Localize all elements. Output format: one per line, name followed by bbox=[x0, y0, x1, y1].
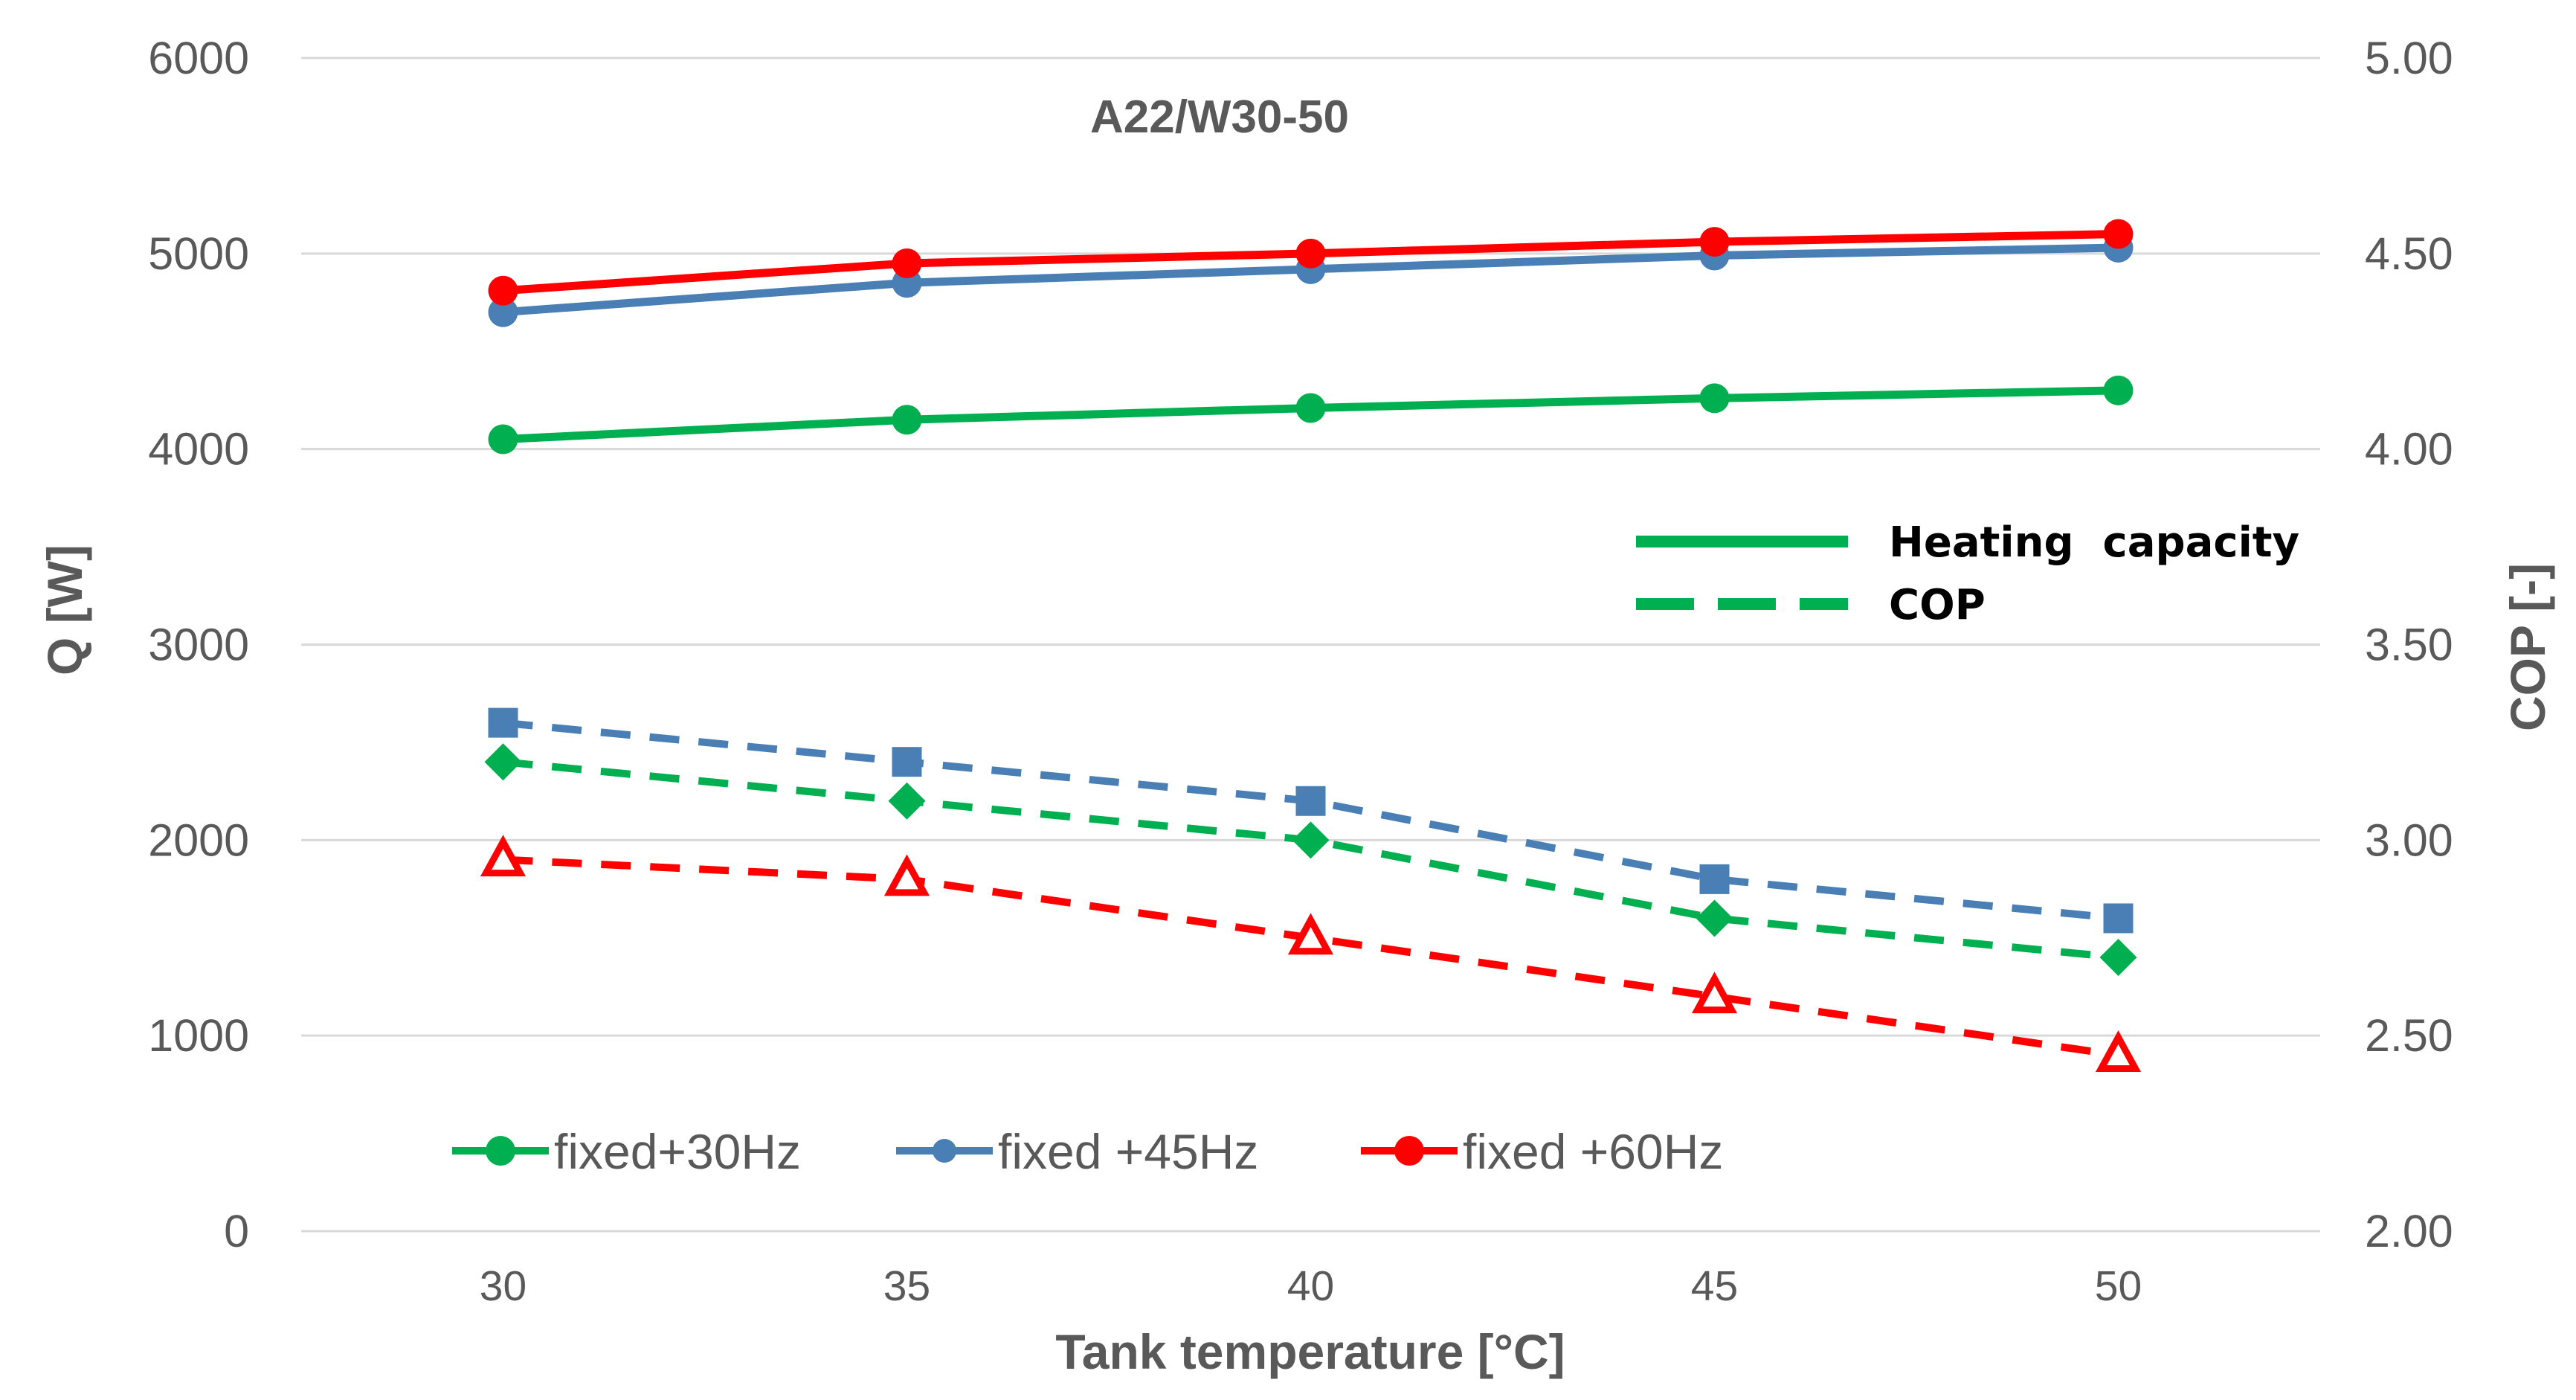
y-tick-label: 5000 bbox=[148, 228, 249, 279]
fixed-45hz-cop-point bbox=[488, 707, 518, 738]
fixed-60hz-cop-point bbox=[1691, 972, 1738, 1014]
y2-tick-label: 2.50 bbox=[2365, 1010, 2453, 1061]
y-axis-title: Q [W] bbox=[37, 545, 92, 675]
x-axis-title: Tank temperature [°C] bbox=[1055, 1324, 1565, 1379]
fixed-30hz-heating-capacity-point bbox=[1295, 393, 1326, 423]
fixed-45hz-cop-point bbox=[1699, 864, 1730, 894]
fixed-30hz-cop-point bbox=[888, 782, 926, 820]
x-tick-label: 45 bbox=[1691, 1262, 1738, 1310]
fixed-60hz-heating-capacity-point bbox=[488, 275, 518, 306]
y2-tick-label: 3.00 bbox=[2365, 815, 2453, 865]
fixed-60hz-cop-line bbox=[503, 855, 2119, 1059]
legend-45hz-marker bbox=[933, 1139, 956, 1163]
y2-axis-title: COP [-] bbox=[2500, 563, 2555, 731]
y2-tick-label: 3.50 bbox=[2365, 620, 2453, 670]
y-tick-label: 4000 bbox=[148, 424, 249, 475]
fixed-45hz-cop-point bbox=[892, 747, 922, 777]
y2-tick-label: 5.00 bbox=[2365, 33, 2453, 83]
fixed-30hz-heating-capacity-series bbox=[488, 375, 2134, 455]
fixed-60hz-heating-capacity-point bbox=[1699, 227, 1730, 257]
fixed-30hz-heating-capacity-point bbox=[1699, 383, 1730, 414]
fixed-45hz-cop-series bbox=[488, 707, 2134, 934]
fixed-60hz-cop-point bbox=[480, 835, 527, 877]
x-axis-ticks: 30 35 40 45 50 bbox=[480, 1262, 2142, 1310]
series-layer bbox=[480, 219, 2142, 1072]
fixed-45hz-cop-point bbox=[2103, 903, 2134, 934]
fixed-60hz-heating-capacity-point bbox=[1295, 238, 1326, 269]
fixed-30hz-cop-point bbox=[484, 743, 522, 781]
fixed-30hz-cop-point bbox=[1292, 821, 1330, 859]
fixed-60hz-cop-series bbox=[480, 835, 2142, 1072]
legend-45hz-label: fixed +45Hz bbox=[998, 1124, 1258, 1179]
fixed-60hz-cop-point bbox=[2095, 1030, 2142, 1072]
fixed-60hz-heating-capacity-point bbox=[892, 248, 922, 278]
fixed-30hz-heating-capacity-point bbox=[2103, 375, 2134, 405]
legend-heating-capacity-label: Heating capacity bbox=[1889, 518, 2299, 567]
x-tick-label: 40 bbox=[1287, 1262, 1334, 1310]
y2-tick-label: 2.00 bbox=[2365, 1206, 2453, 1256]
fixed-45hz-cop-point bbox=[1295, 786, 1326, 816]
fixed-30hz-cop-point bbox=[1696, 899, 1733, 937]
legend-series: fixed+30Hz fixed +45Hz fixed +60Hz bbox=[452, 1124, 1723, 1179]
legend-30hz-label: fixed+30Hz bbox=[554, 1124, 801, 1179]
fixed-60hz-cop-point bbox=[883, 854, 930, 896]
legend-cop-label: COP bbox=[1889, 581, 1986, 629]
y-tick-label: 6000 bbox=[148, 33, 249, 83]
chart-title: A22/W30-50 bbox=[1090, 91, 1349, 143]
fixed-30hz-heating-capacity-point bbox=[488, 424, 518, 455]
y-tick-label: 2000 bbox=[148, 815, 249, 865]
y-tick-label: 1000 bbox=[148, 1010, 249, 1061]
y2-tick-label: 4.00 bbox=[2365, 424, 2453, 475]
y-tick-label: 3000 bbox=[148, 620, 249, 670]
fixed-60hz-cop-point bbox=[1287, 913, 1334, 955]
fixed-60hz-heating-capacity-series bbox=[488, 219, 2134, 306]
x-tick-label: 30 bbox=[480, 1262, 527, 1310]
x-tick-label: 35 bbox=[883, 1262, 930, 1310]
fixed-45hz-heating-capacity-point bbox=[488, 297, 518, 327]
legend-60hz-marker bbox=[1394, 1136, 1424, 1166]
legend-60hz-label: fixed +60Hz bbox=[1463, 1124, 1723, 1179]
fixed-30hz-heating-capacity-point bbox=[892, 405, 922, 435]
right-axis-ticks: 2.00 2.50 3.00 3.50 4.00 4.50 5.00 bbox=[2365, 33, 2453, 1256]
x-tick-label: 50 bbox=[2095, 1262, 2142, 1310]
legend-30hz-marker bbox=[486, 1136, 515, 1166]
fixed-30hz-cop-point bbox=[2099, 939, 2137, 977]
fixed-60hz-heating-capacity-point bbox=[2103, 219, 2134, 249]
y-tick-label: 0 bbox=[224, 1206, 249, 1256]
legend-style: Heating capacity COP bbox=[1636, 518, 2299, 629]
left-axis-ticks: 0 1000 2000 3000 4000 5000 6000 bbox=[148, 33, 249, 1256]
fixed-30hz-cop-series bbox=[484, 743, 2137, 977]
y2-tick-label: 4.50 bbox=[2365, 228, 2453, 279]
fixed-45hz-cop-line bbox=[503, 719, 2119, 922]
